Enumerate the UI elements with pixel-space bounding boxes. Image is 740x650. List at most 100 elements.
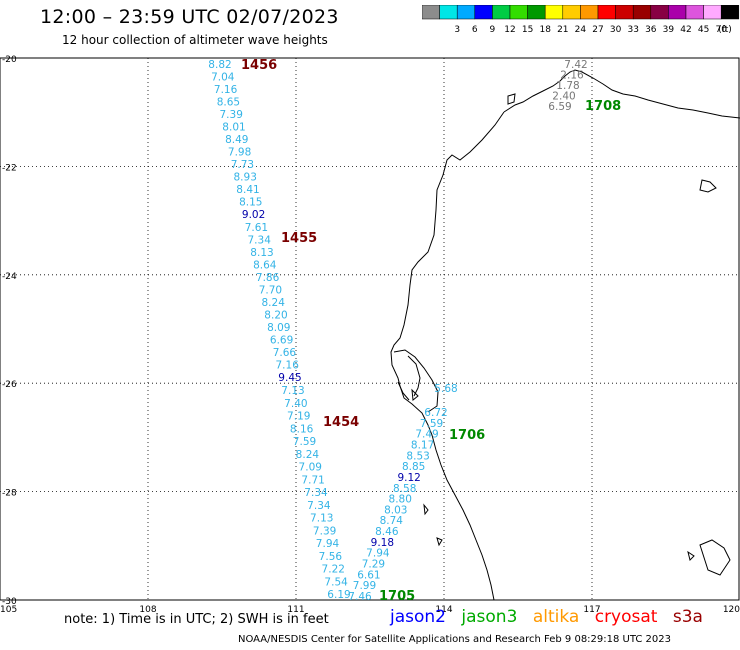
pass-time-label: 1456 — [241, 58, 277, 73]
colorbar-swatch — [492, 5, 511, 20]
colorbar-swatch — [597, 5, 616, 20]
swh-value: 6.19 — [327, 589, 350, 601]
swh-value: 7.13 — [310, 513, 333, 525]
island-c — [699, 539, 731, 576]
swh-value: 8.93 — [234, 172, 257, 184]
units-note: note: 1) Time is in UTC; 2) SWH is in fe… — [64, 612, 329, 627]
dirk-hartog-island — [397, 381, 410, 401]
colorbar-swatch — [474, 5, 493, 20]
track-pass-1708: 7.422.161.782.406.59 — [548, 59, 587, 113]
legend-jason2: jason2 — [390, 607, 446, 627]
colorbar-swatch — [527, 5, 546, 20]
swh-value: 7.22 — [322, 564, 345, 576]
swh-value: 9.12 — [397, 472, 420, 484]
swh-value: 9.02 — [242, 209, 265, 221]
legend-jason3: jason3 — [461, 607, 518, 627]
colorbar-tick-label: 6 — [472, 25, 478, 35]
lon-label: 105 — [0, 605, 17, 615]
swh-value: 7.94 — [366, 548, 390, 560]
colorbar-tick-label: 36 — [645, 25, 657, 35]
swh-value: 7.99 — [353, 580, 376, 592]
track-pass-1456: 8.827.047.168.657.398.018.497.987.738.93… — [208, 59, 301, 384]
credit-line: NOAA/NESDIS Center for Satellite Applica… — [238, 634, 671, 645]
swh-value: 8.24 — [296, 449, 320, 461]
swh-value: 7.19 — [287, 411, 310, 423]
lat-label: -30 — [2, 597, 17, 607]
swh-value: 8.17 — [411, 439, 434, 451]
colorbar-tick-label: 21 — [557, 25, 568, 35]
shark-bay-inner — [407, 355, 421, 397]
colorbar-tick-label: 3 — [454, 25, 460, 35]
swh-value: 8.20 — [264, 309, 287, 321]
swh-value: 1.78 — [556, 80, 579, 92]
extra-values: 5.68 — [434, 383, 457, 395]
lat-label: -22 — [2, 163, 17, 173]
colorbar-swatch — [720, 5, 740, 20]
colorbar-tick-label: 39 — [663, 25, 675, 35]
swh-value: 7.13 — [281, 385, 304, 397]
swh-value: 8.65 — [217, 97, 240, 109]
island-g — [687, 550, 695, 561]
swh-value: 7.71 — [301, 474, 324, 486]
swh-value: 8.85 — [402, 461, 425, 473]
lat-label: -20 — [2, 55, 17, 65]
colorbar-swatch — [439, 5, 458, 20]
swh-value: 8.16 — [290, 423, 314, 435]
colorbar-tick-label: 27 — [592, 25, 603, 35]
swh-value: 8.58 — [393, 483, 416, 495]
lat-label: -28 — [2, 489, 17, 499]
swh-value: 7.34 — [304, 487, 328, 499]
map-subtitle: 12 hour collection of altimeter wave hei… — [62, 33, 328, 47]
colorbar-swatch — [668, 5, 687, 20]
colorbar-swatch — [422, 5, 440, 20]
swh-value: 2.16 — [560, 70, 584, 82]
coastline-west — [390, 111, 505, 601]
swh-value: 8.03 — [384, 504, 407, 516]
legend-cryosat: cryosat — [594, 607, 658, 627]
coastline — [390, 69, 740, 601]
swh-value: 7.86 — [256, 272, 280, 284]
swh-value: 7.54 — [324, 576, 348, 588]
colorbar-swatch — [685, 5, 704, 20]
track-pass-1706: 6.727.597.498.178.538.859.128.588.808.03… — [348, 407, 447, 603]
swh-value: 8.53 — [406, 450, 429, 462]
colorbar-unit: (ft) — [718, 25, 732, 35]
colorbar-tick-label: 12 — [504, 25, 515, 35]
swh-value: 8.13 — [250, 247, 273, 259]
swh-value: 7.49 — [415, 429, 438, 441]
colorbar-tick-label: 9 — [490, 25, 496, 35]
swh-value: 7.34 — [248, 234, 272, 246]
island-b — [699, 179, 717, 193]
swh-value: 7.34 — [307, 500, 331, 512]
swh-value: 6.61 — [357, 569, 380, 581]
map-frame — [0, 57, 740, 601]
swh-value: 8.41 — [236, 184, 259, 196]
lat-lon-grid: 105 108 111 114 117 120-20-22-24-26-28-30 — [0, 55, 740, 615]
colorbar-tick-label: 45 — [698, 25, 709, 35]
legend-altika: altika — [532, 607, 580, 627]
swh-value: 8.09 — [267, 322, 290, 334]
swh-value: 7.16 — [214, 84, 238, 96]
wave-height-colorbar: 3 6 9 12 15 18 21 24 27 30 33 36 39 42 45 70(ft) — [422, 5, 740, 35]
swh-value: 7.98 — [228, 147, 251, 159]
swh-value: 7.73 — [231, 159, 254, 171]
colorbar-tick-label: 30 — [610, 25, 622, 35]
swh-value: 6.72 — [424, 407, 447, 419]
swh-value: 8.82 — [208, 59, 231, 71]
swh-value: 8.80 — [389, 494, 412, 506]
swh-value: 7.04 — [211, 72, 235, 84]
swh-value: 7.46 — [348, 591, 372, 603]
swh-value: 7.42 — [564, 59, 587, 71]
colorbar-tick-label: 33 — [627, 25, 638, 35]
swh-value: 7.16 — [276, 359, 300, 371]
island-e — [423, 503, 429, 516]
swh-value: 7.59 — [293, 436, 316, 448]
island-d — [411, 388, 419, 401]
pass-time-label: 1705 — [379, 589, 415, 604]
island-a — [507, 93, 516, 105]
swh-value: 7.40 — [284, 398, 307, 410]
colorbar-tick-label: 18 — [539, 25, 551, 35]
colorbar-swatch — [650, 5, 669, 20]
colorbar-swatch — [580, 5, 599, 20]
colorbar-tick-label: 70 — [715, 25, 727, 35]
